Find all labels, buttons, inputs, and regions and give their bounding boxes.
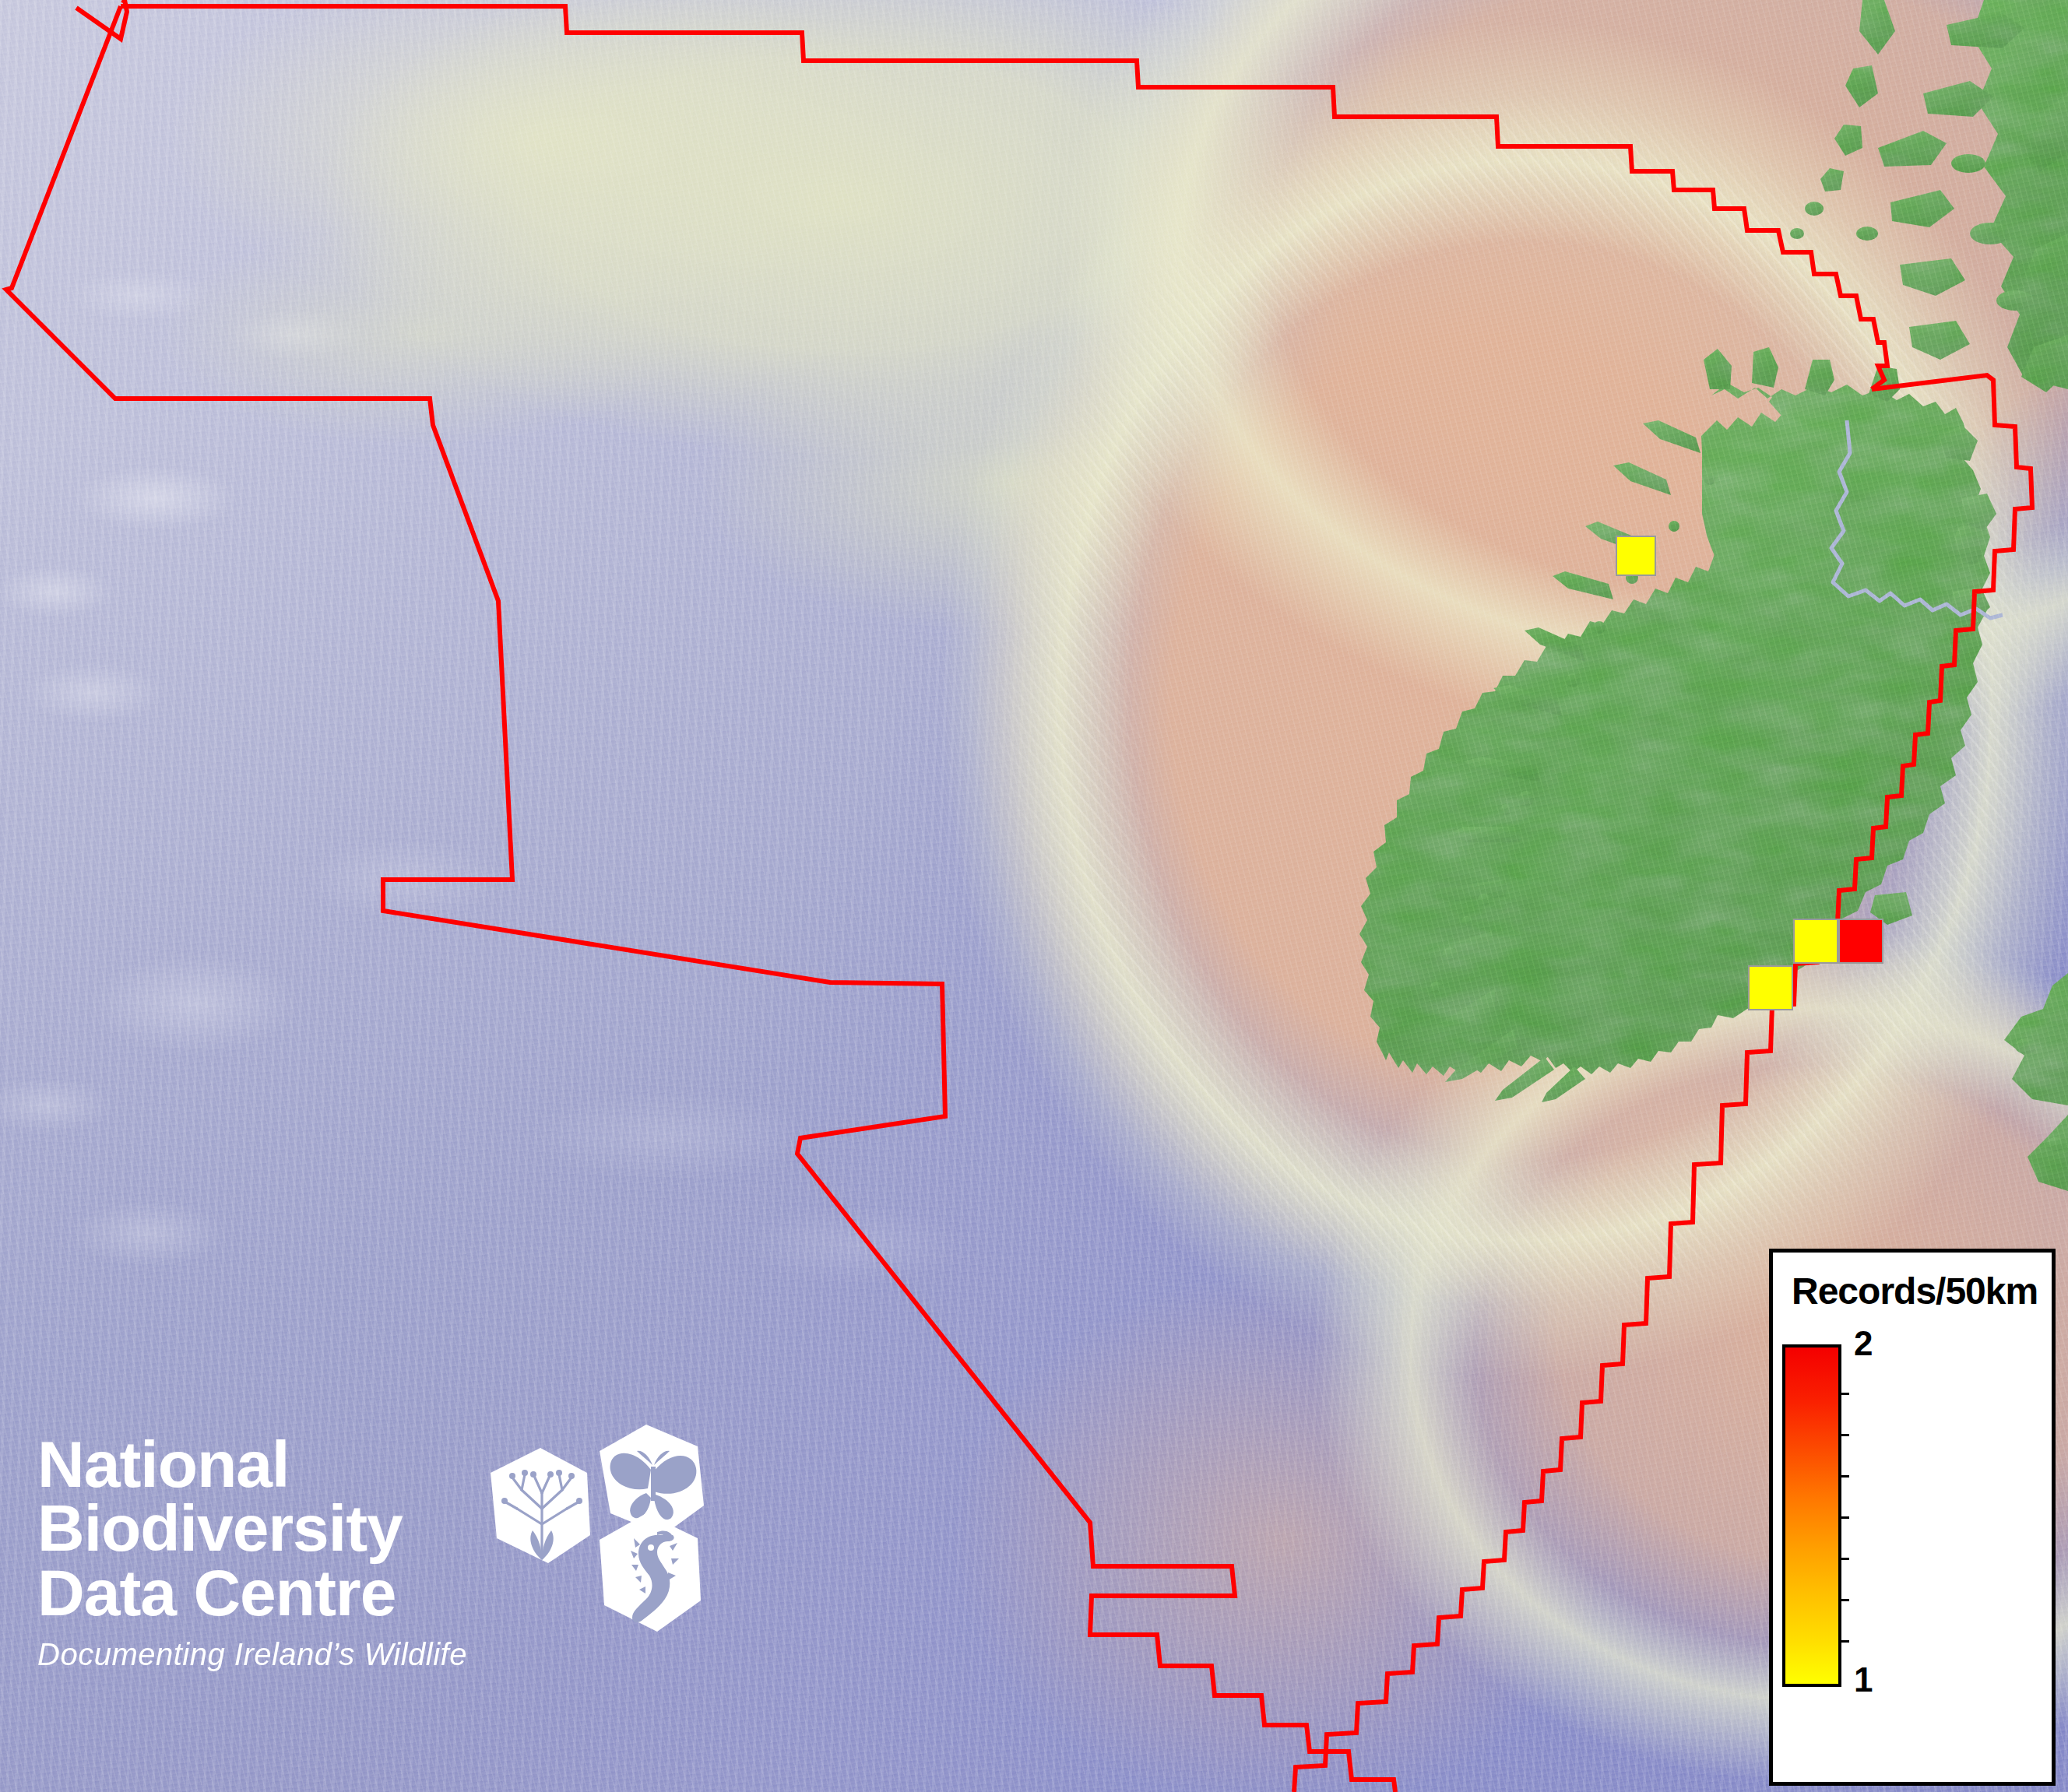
legend-colorbar [1782,1344,1841,1687]
colorbar-tick [1840,1516,1849,1519]
plant-hexagon-icon [491,1448,590,1563]
record-marker-southeast-red[interactable] [1838,919,1883,964]
record-marker-southeast-yellow[interactable] [1793,919,1838,964]
map-legend: Records/50km 2 1 [1769,1249,2056,1786]
logo-hexagon-marks [473,1421,738,1671]
legend-min-label: 1 [1854,1660,1873,1699]
record-marker-south-yellow[interactable] [1748,965,1793,1010]
colorbar-tick [1840,1475,1849,1478]
legend-title: Records/50km [1792,1270,2038,1312]
record-marker-northwest[interactable] [1616,536,1656,576]
logo-line-3: Data Centre [37,1561,536,1625]
map-canvas: Records/50km 2 1 National Biodiversity D… [0,0,2068,1792]
nbdc-logo: National Biodiversity Data Centre Docume… [37,1421,738,1764]
logo-wordmark: National Biodiversity Data Centre Docume… [37,1432,536,1672]
logo-line-1: National [37,1432,536,1496]
colorbar-tick [1840,1393,1849,1395]
colorbar-tick [1840,1434,1849,1436]
logo-tagline: Documenting Ireland’s Wildlife [37,1637,536,1672]
logo-line-2: Biodiversity [37,1496,536,1560]
colorbar-tick [1840,1640,1849,1643]
legend-max-label: 2 [1854,1324,1873,1363]
seahorse-hexagon-icon [600,1513,701,1632]
colorbar-tick [1840,1599,1849,1601]
colorbar-tick [1840,1558,1849,1560]
